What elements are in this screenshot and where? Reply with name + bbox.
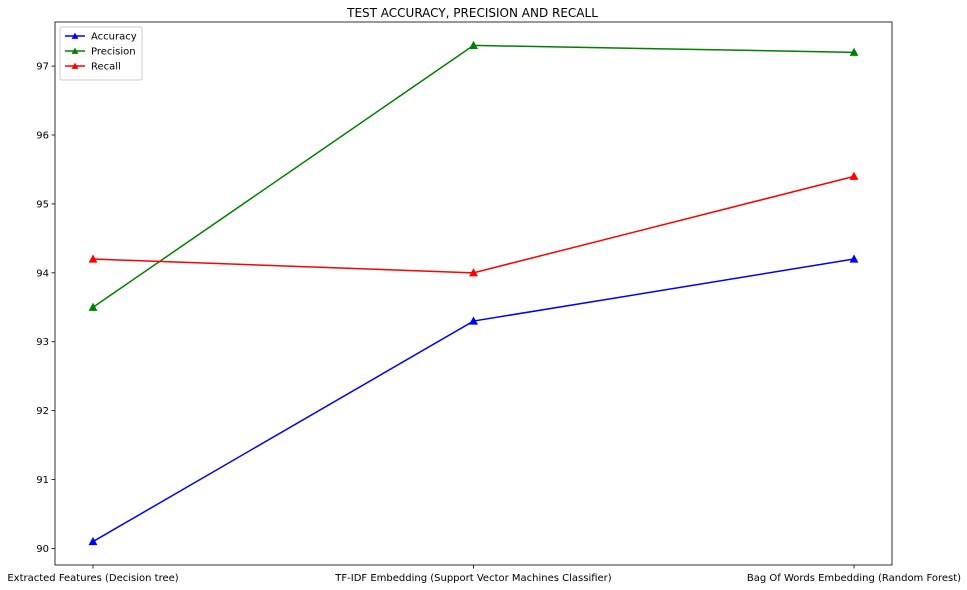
data-point-marker	[88, 254, 98, 263]
legend: Accuracy Precision Recall	[59, 26, 143, 81]
legend-entry: Precision	[65, 47, 136, 58]
y-tick-label: 92	[36, 406, 49, 417]
x-tick-label: Bag Of Words Embedding (Random Forest)	[747, 573, 961, 584]
legend-entry: Accuracy	[65, 32, 137, 43]
y-tick-label: 91	[36, 475, 49, 486]
y-tick-label: 96	[36, 131, 49, 142]
x-axis: Extracted Features (Decision tree) TF-IDF…	[7, 565, 961, 584]
data-point-marker	[88, 536, 98, 546]
data-point-marker	[849, 47, 859, 56]
series-line	[92, 258, 855, 543]
y-tick-label: 90	[36, 544, 49, 555]
x-tick-label: TF-IDF Embedding (Support Vector Machine…	[334, 573, 612, 584]
y-tick-label: 94	[36, 268, 49, 279]
x-tick-label: Extracted Features (Decision tree)	[7, 573, 178, 584]
legend-marker	[71, 62, 79, 69]
plot-area	[54, 21, 893, 566]
y-tick-label: 95	[36, 199, 49, 210]
data-point-marker	[849, 254, 859, 263]
data-point-marker	[469, 40, 478, 49]
series-layer	[88, 40, 859, 546]
data-point-marker	[849, 171, 859, 180]
legend-label: Precision	[91, 47, 136, 58]
series-recall	[88, 171, 859, 277]
y-tick-label: 93	[36, 337, 49, 348]
legend-marker	[71, 47, 79, 54]
chart-title: TEST ACCURACY, PRECISION AND RECALL	[346, 6, 598, 20]
data-point-marker	[469, 316, 478, 325]
series-precision	[88, 40, 859, 311]
legend-label: Accuracy	[91, 32, 137, 43]
series-line	[92, 44, 855, 308]
series-line	[92, 175, 855, 274]
legend-label: Recall	[91, 62, 121, 73]
series-accuracy	[88, 254, 859, 546]
data-point-marker	[88, 302, 98, 311]
data-point-marker	[469, 268, 478, 277]
y-tick-label: 97	[36, 62, 49, 73]
y-axis: 90 91 92 93 94 95 96 97	[36, 62, 55, 555]
legend-marker	[71, 32, 79, 39]
legend-entry: Recall	[65, 62, 121, 73]
